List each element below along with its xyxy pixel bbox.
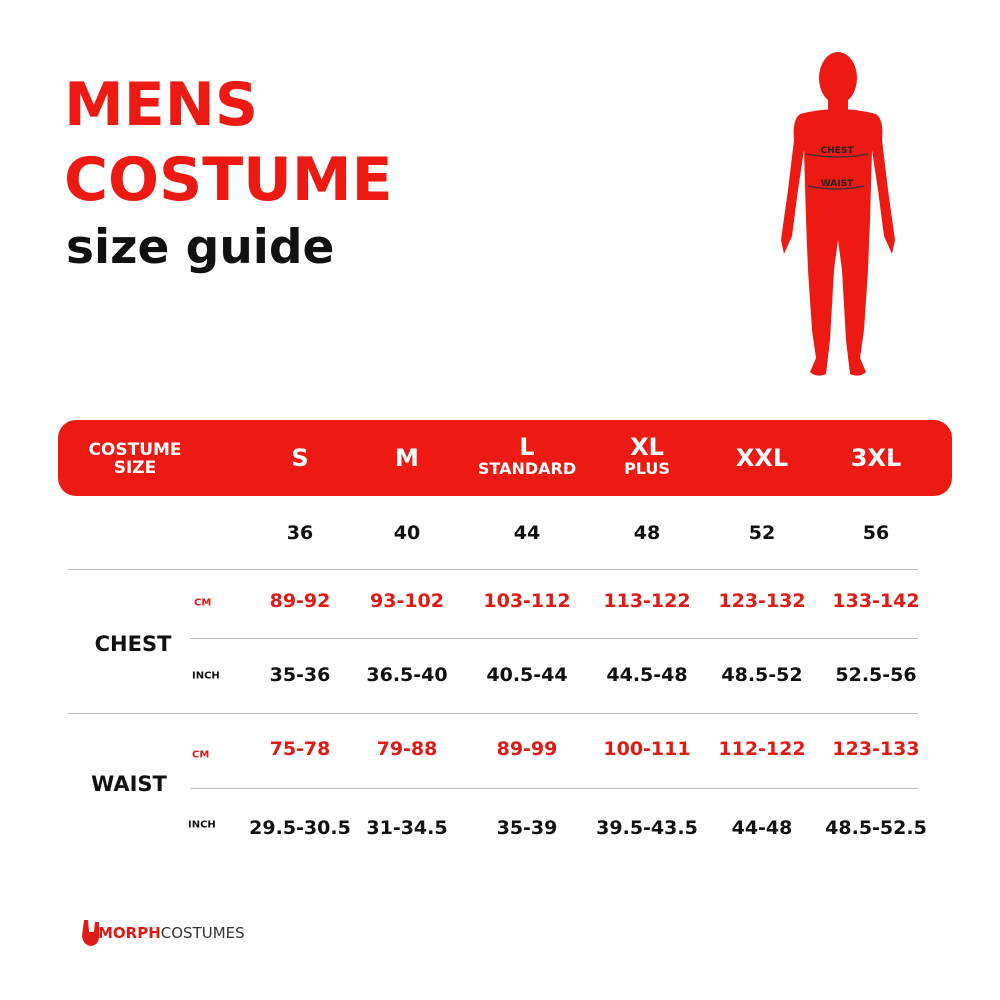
chest-inch-value: 36.5-40 [366, 664, 448, 686]
waist-cm-value: 89-99 [496, 738, 558, 760]
header-label-line1: COSTUME [88, 440, 182, 460]
header-label: COSTUME SIZE [88, 441, 181, 477]
chest-inch-value: 40.5-44 [486, 664, 568, 686]
chest-inch-value: 35-36 [269, 664, 331, 686]
eu-size-number: 40 [393, 522, 421, 544]
chest-cm-value: 103-112 [483, 590, 571, 612]
size-sub-label: STANDARD [477, 459, 577, 478]
waist-cm-value: 79-88 [376, 738, 438, 760]
waist-inch-value: 35-39 [496, 817, 558, 839]
figure-waist-label: WAIST [821, 179, 854, 189]
figure-chest-label: CHEST [821, 146, 855, 156]
waist-cm-value: 123-133 [832, 738, 920, 760]
chest-inch-value: 44.5-48 [606, 664, 688, 686]
header-size-l: L STANDARD [478, 434, 576, 478]
waist-cm-value: 100-111 [603, 738, 691, 760]
size-label: 3XL [850, 444, 902, 472]
size-label: XXL [735, 444, 789, 472]
size-label: M [395, 444, 419, 472]
divider [190, 638, 918, 639]
chest-inch-value: 48.5-52 [721, 664, 803, 686]
header-label-line2: SIZE [113, 458, 157, 478]
chest-cm-value: 113-122 [603, 590, 691, 612]
body-silhouette-figure: CHEST WAIST [781, 52, 895, 376]
title-costume: COSTUME [64, 145, 393, 215]
rock-hand-icon [82, 920, 99, 946]
size-sub-label: PLUS [624, 459, 670, 478]
eu-size-number: 52 [748, 522, 776, 544]
waist-inch-value: 48.5-52.5 [825, 817, 927, 839]
chest-cm-value: 123-132 [718, 590, 806, 612]
eu-size-number: 44 [513, 522, 541, 544]
size-header-bar: COSTUME SIZE S M L STANDARD XL PLUS XXL 3X… [58, 420, 952, 496]
chest-cm-value: 133-142 [832, 590, 920, 612]
unit-waist-inch: INCH [188, 819, 216, 831]
eu-size-number: 56 [862, 522, 890, 544]
title-size-guide: size guide [66, 220, 335, 275]
eu-size-number: 36 [286, 522, 314, 544]
waist-inch-value: 31-34.5 [366, 817, 448, 839]
size-label: L [519, 433, 535, 461]
row-label-chest: CHEST [94, 632, 172, 656]
header-size-m: M [395, 445, 419, 471]
size-label: XL [630, 433, 664, 461]
header-size-xl: XL PLUS [624, 434, 670, 478]
size-label: S [291, 444, 309, 472]
morph-costumes-logo: MORPH COSTUMES [80, 918, 245, 948]
waist-cm-value: 112-122 [718, 738, 806, 760]
waist-cm-value: 75-78 [269, 738, 331, 760]
logo-text-morph: MORPH [98, 924, 161, 942]
unit-chest-inch: INCH [192, 670, 220, 682]
unit-chest-cm: CM [194, 597, 212, 609]
row-label-waist: WAIST [91, 772, 167, 796]
divider [68, 569, 918, 570]
divider [68, 713, 918, 714]
header-size-s: S [291, 445, 308, 471]
waist-inch-value: 44-48 [731, 817, 793, 839]
waist-inch-value: 29.5-30.5 [249, 817, 351, 839]
unit-waist-cm: CM [192, 749, 210, 761]
eu-size-number: 48 [633, 522, 661, 544]
chest-cm-value: 89-92 [269, 590, 331, 612]
chest-inch-value: 52.5-56 [835, 664, 917, 686]
header-size-3xl: 3XL [851, 445, 902, 471]
divider [190, 788, 918, 789]
chest-cm-value: 93-102 [370, 590, 444, 612]
title-mens: MENS [64, 70, 259, 140]
logo-text-costumes: COSTUMES [160, 924, 245, 942]
header-size-xxl: XXL [736, 445, 788, 471]
waist-inch-value: 39.5-43.5 [596, 817, 698, 839]
